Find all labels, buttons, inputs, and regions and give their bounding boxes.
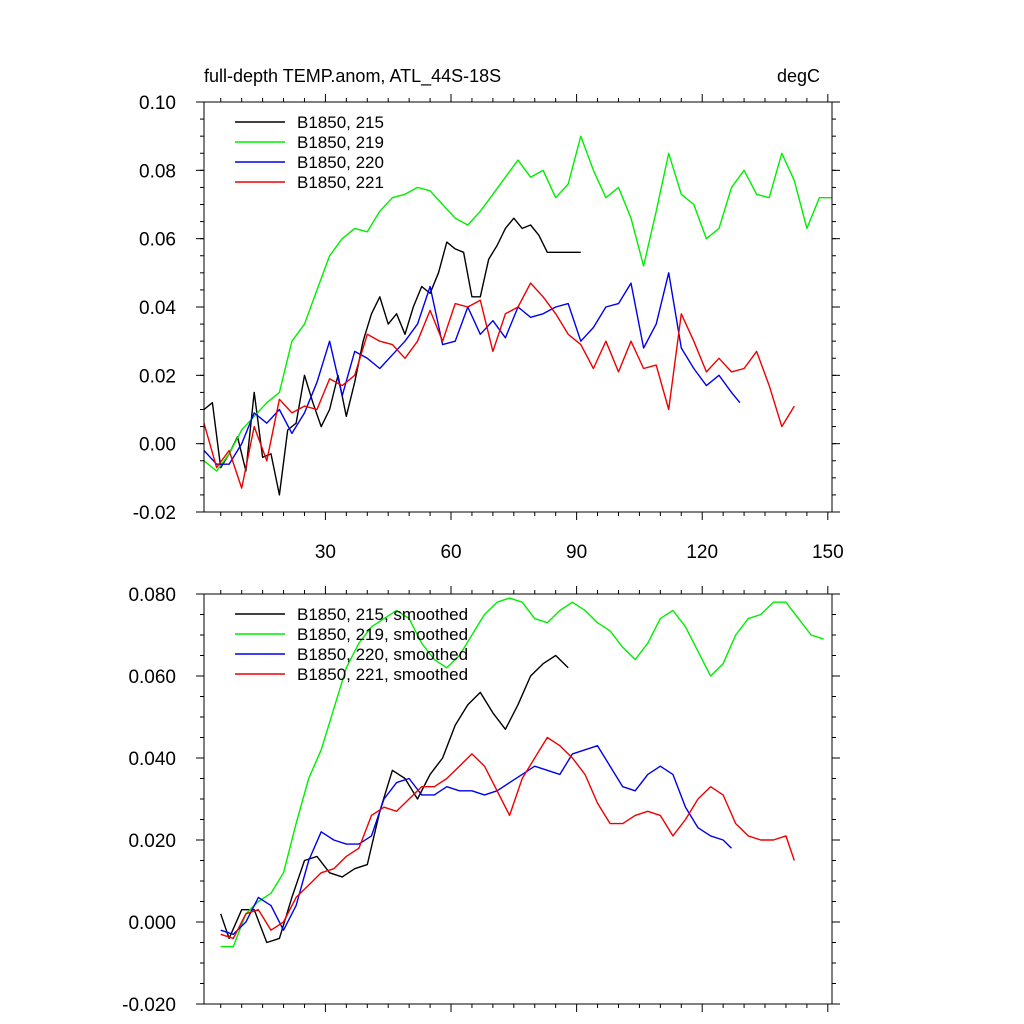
x-tick-label: 60 xyxy=(440,542,461,563)
bottom-axis-ticks: -0.020 0.000 0.020 0.040 0.060 0.080 xyxy=(122,585,840,1016)
series-line-b1850-215 xyxy=(203,217,581,496)
legend-label: B1850, 220 xyxy=(297,153,384,172)
bottom-plot-frame xyxy=(203,593,833,1005)
y-tick-label: 0.080 xyxy=(128,585,176,606)
y-tick-label: -0.020 xyxy=(122,995,176,1016)
y-tick-label: 0.10 xyxy=(139,93,176,114)
series-line-b1850-220-smoothed xyxy=(220,745,732,935)
legend-label: B1850, 220, smoothed xyxy=(297,645,468,664)
series-line-b1850-215-smoothed xyxy=(220,654,569,944)
y-tick-label: 0.08 xyxy=(139,161,176,182)
legend-label: B1850, 221 xyxy=(297,173,384,192)
legend-label: B1850, 221, smoothed xyxy=(297,665,468,684)
x-tick-label: 90 xyxy=(566,542,587,563)
x-tick-label: 30 xyxy=(315,542,336,563)
top-axis-ticks: -0.02 0.00 0.02 0.04 0.06 0.08 0.10 30 60 90 120 15… xyxy=(133,93,844,563)
y-tick-label: 0.040 xyxy=(128,749,176,770)
y-tick-label: -0.02 xyxy=(133,503,176,524)
series-line-b1850-221 xyxy=(203,282,795,489)
bottom-panel: -0.020 0.000 0.020 0.040 0.060 0.080 B1850, 2… xyxy=(122,585,840,1016)
top-chart-title: full-depth TEMP.anom, ATL_44S-18S xyxy=(204,66,501,87)
y-tick-label: 0.02 xyxy=(139,366,176,387)
y-tick-label: 0.00 xyxy=(139,435,176,456)
top-chart-units: degC xyxy=(777,66,820,86)
legend-label: B1850, 219, smoothed xyxy=(297,625,468,644)
x-tick-label: 150 xyxy=(812,542,844,563)
legend-label: B1850, 219 xyxy=(297,133,384,152)
y-tick-label: 0.06 xyxy=(139,230,176,251)
series-line-b1850-219-smoothed xyxy=(220,597,824,948)
y-tick-label: 0.020 xyxy=(128,831,176,852)
top-panel: full-depth TEMP.anom, ATL_44S-18S degC -… xyxy=(133,66,844,563)
y-tick-label: 0.000 xyxy=(128,913,176,934)
series-line-b1850-221-smoothed xyxy=(220,736,795,940)
legend-label: B1850, 215 xyxy=(297,113,384,132)
series-line-b1850-219 xyxy=(203,135,832,472)
top-series-lines xyxy=(203,135,832,496)
y-tick-label: 0.04 xyxy=(139,298,176,319)
legend-label: B1850, 215, smoothed xyxy=(297,605,468,624)
top-plot-frame xyxy=(203,101,833,513)
x-tick-label: 120 xyxy=(686,542,718,563)
y-tick-label: 0.060 xyxy=(128,667,176,688)
bottom-series-lines xyxy=(220,597,824,948)
series-line-b1850-220 xyxy=(203,272,741,465)
